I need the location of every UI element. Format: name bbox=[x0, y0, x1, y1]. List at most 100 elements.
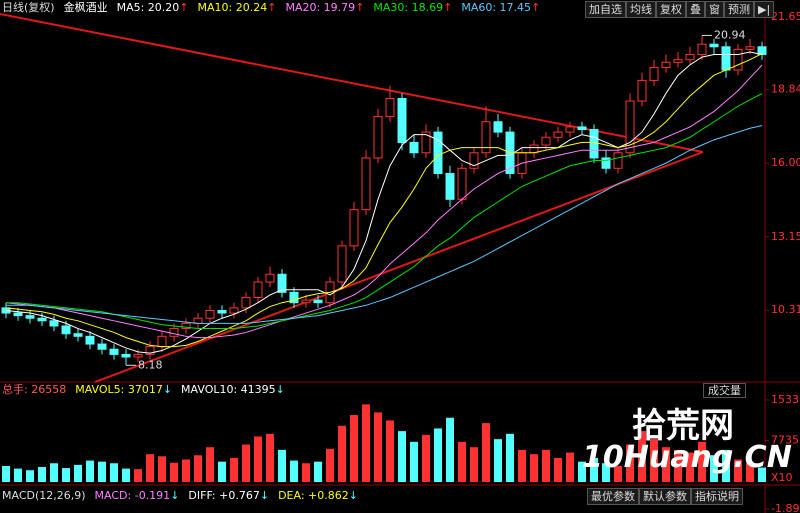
volume-bar bbox=[62, 468, 70, 482]
macd-tabs: 最优参数 默认参数 指标说明 bbox=[587, 488, 743, 505]
indicator-text: MAVOL10: 41395 bbox=[181, 383, 276, 396]
volume-bar bbox=[722, 449, 730, 482]
legend-entry: MA20: 19.79↑ bbox=[285, 1, 364, 15]
candle-body bbox=[697, 43, 707, 56]
volume-bar bbox=[362, 404, 370, 482]
volume-bar bbox=[698, 441, 706, 482]
volume-header: 总手: 26558 MAVOL5: 37017↓ MAVOL10: 41395↓ bbox=[2, 383, 285, 397]
indicator: MAVOL5: 37017↓ bbox=[75, 383, 172, 397]
indicator-text: MAVOL5: 37017 bbox=[75, 383, 163, 396]
candle-body bbox=[409, 141, 419, 154]
candle-body bbox=[673, 59, 683, 63]
candle-body bbox=[421, 131, 431, 154]
watermark-title: 拾荒网 bbox=[632, 406, 734, 446]
toolbar-button[interactable]: 均线 bbox=[626, 1, 656, 18]
volume-bar bbox=[338, 425, 346, 482]
volume-bar bbox=[26, 470, 34, 482]
extreme-label: 8.18 bbox=[138, 358, 163, 371]
volume-bar bbox=[458, 441, 466, 482]
volume-bar bbox=[710, 455, 718, 482]
volume-bar bbox=[626, 444, 634, 482]
ma-line bbox=[5, 64, 763, 339]
candle-body bbox=[601, 157, 611, 169]
candle-body bbox=[577, 126, 587, 131]
toolbar-button[interactable]: 复权 bbox=[656, 1, 686, 18]
volume-bar bbox=[554, 457, 562, 482]
candle-body bbox=[37, 317, 47, 322]
candle-body bbox=[397, 97, 407, 143]
volume-bar bbox=[206, 447, 214, 482]
candle-body bbox=[61, 325, 71, 335]
indicator: MAVOL10: 41395↓ bbox=[181, 383, 285, 397]
candle-body bbox=[109, 348, 119, 355]
toolbar-button[interactable]: 窗 bbox=[705, 1, 724, 18]
volume-bar bbox=[494, 439, 502, 482]
toolbar-button[interactable]: 加自选 bbox=[585, 1, 626, 18]
candle-body bbox=[133, 353, 143, 358]
y-tick-label: 7735 bbox=[771, 434, 799, 447]
volume-title: 成交量 bbox=[703, 383, 746, 398]
volume-bar bbox=[2, 465, 10, 482]
volume-bar bbox=[110, 463, 118, 482]
volume-bar bbox=[254, 436, 262, 482]
volume-bar bbox=[38, 467, 46, 482]
indicator-arrow: ↓ bbox=[348, 489, 358, 502]
volume-bar bbox=[374, 412, 382, 482]
toolbar-button[interactable]: 叠 bbox=[686, 1, 705, 18]
legend-text: MA10: 20.24 bbox=[197, 1, 268, 14]
indicator: 总手: 26558 bbox=[2, 383, 66, 397]
volume-bar bbox=[614, 465, 622, 482]
volume-bar bbox=[542, 449, 550, 482]
indicator-text: MACD: -0.191 bbox=[94, 489, 171, 502]
candle-body bbox=[433, 131, 443, 174]
candle-body bbox=[13, 312, 23, 317]
candle-body bbox=[733, 48, 743, 71]
macd-tab[interactable]: 默认参数 bbox=[639, 488, 691, 505]
candle-body bbox=[469, 152, 479, 169]
volume-bar bbox=[518, 449, 526, 482]
volume-bar bbox=[398, 431, 406, 482]
y-tick-label: 13.15 bbox=[771, 230, 800, 243]
volume-bar bbox=[530, 454, 538, 482]
volume-bar bbox=[278, 449, 286, 482]
header-row: 日线(复权) 金枫酒业 MA5: 20.20↑ MA10: 20.24↑ MA20:… bbox=[2, 1, 540, 15]
candle-body bbox=[481, 121, 491, 154]
volume-bar bbox=[122, 468, 130, 482]
legend-arrow: ↑ bbox=[355, 1, 365, 14]
volume-bar bbox=[86, 460, 94, 482]
candle-body bbox=[721, 46, 731, 71]
candle-body bbox=[181, 322, 191, 330]
volume-bar bbox=[686, 452, 694, 482]
candle-body bbox=[709, 43, 719, 48]
volume-bar bbox=[410, 441, 418, 482]
candle-body bbox=[85, 335, 95, 345]
candle-body bbox=[49, 320, 59, 327]
macd-tab[interactable]: 指标说明 bbox=[691, 488, 743, 505]
candle-body bbox=[445, 172, 455, 200]
macd-tab[interactable]: 最优参数 bbox=[587, 488, 639, 505]
candle-body bbox=[553, 131, 563, 138]
volume-bar bbox=[218, 461, 226, 482]
candle-body bbox=[253, 281, 263, 299]
candle-body bbox=[613, 152, 623, 169]
y-tick-label: 15331 bbox=[771, 393, 800, 406]
legend-text: MA60: 17.45 bbox=[461, 1, 532, 14]
toolbar-button[interactable]: 预测 bbox=[724, 1, 754, 18]
candle-body bbox=[97, 343, 107, 350]
volume-bar bbox=[422, 434, 430, 482]
ma-line bbox=[5, 51, 763, 354]
volume-bar bbox=[638, 431, 646, 482]
candle-body bbox=[217, 309, 227, 314]
candle-body bbox=[229, 307, 239, 314]
candle-body bbox=[361, 157, 371, 211]
volume-bar bbox=[50, 463, 58, 482]
y-tick-label: -1.89 bbox=[771, 502, 799, 513]
volume-bar bbox=[578, 461, 586, 482]
toolbar-button[interactable]: ▶| bbox=[754, 1, 775, 18]
volume-bar bbox=[662, 447, 670, 482]
indicator-text: 总手: 26558 bbox=[2, 383, 67, 396]
toolbar: 加自选 均线 复权叠窗预测 ▶| bbox=[585, 1, 775, 18]
candle-body bbox=[685, 54, 695, 61]
volume-bar bbox=[170, 462, 178, 482]
